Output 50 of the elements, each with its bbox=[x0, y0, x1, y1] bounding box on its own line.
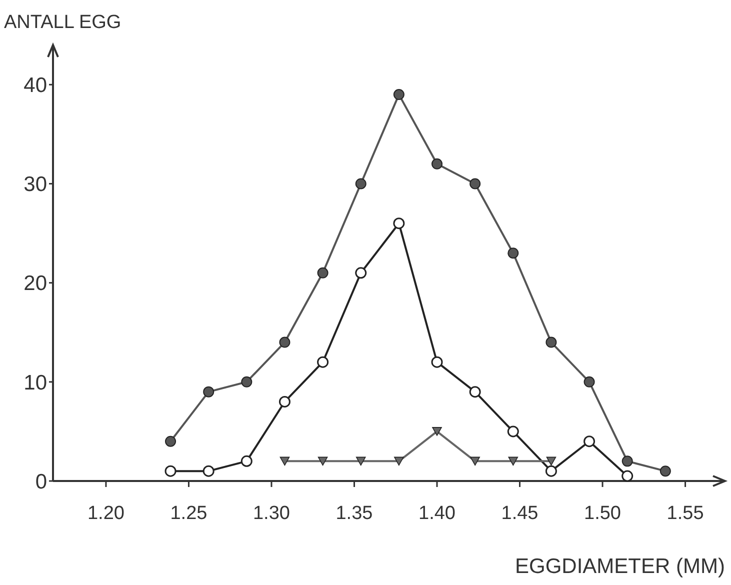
point bbox=[584, 376, 595, 388]
point bbox=[546, 336, 557, 348]
y-tick-label: 10 bbox=[24, 371, 47, 394]
point bbox=[278, 396, 290, 408]
point bbox=[240, 455, 252, 467]
point bbox=[317, 356, 329, 368]
point bbox=[280, 456, 290, 466]
x-tick-label: 1.25 bbox=[170, 503, 208, 524]
point bbox=[355, 178, 366, 190]
point bbox=[202, 465, 214, 477]
x-tick-label: 1.35 bbox=[336, 503, 373, 524]
point bbox=[432, 427, 442, 436]
x-tick-label: 1.30 bbox=[252, 503, 290, 524]
point bbox=[431, 356, 443, 368]
point bbox=[356, 456, 366, 466]
y-tick-label: 20 bbox=[24, 272, 47, 296]
point bbox=[355, 267, 367, 279]
x-tick-label: 1.20 bbox=[87, 503, 124, 524]
point bbox=[318, 456, 328, 466]
point bbox=[508, 248, 519, 259]
point bbox=[393, 218, 405, 230]
y-tick-label: 40 bbox=[24, 74, 47, 97]
point bbox=[622, 470, 634, 482]
x-tick-label: 1.50 bbox=[584, 503, 622, 524]
x-tick-label: 1.40 bbox=[418, 503, 456, 524]
point bbox=[545, 465, 557, 477]
x-axis-title: EGGDIAMETER (MM) bbox=[515, 555, 725, 578]
point bbox=[164, 465, 176, 477]
x-tick-label: 1.45 bbox=[501, 503, 538, 524]
point bbox=[317, 267, 328, 278]
point bbox=[469, 386, 481, 398]
point bbox=[622, 456, 633, 467]
point bbox=[470, 456, 480, 466]
point bbox=[203, 386, 214, 398]
point bbox=[660, 466, 671, 477]
point bbox=[279, 336, 290, 348]
point bbox=[241, 376, 252, 388]
y-tick-label: 30 bbox=[24, 173, 47, 196]
y-tick-label: 0 bbox=[35, 470, 47, 494]
y-axis-title: ANTALL EGG bbox=[4, 12, 122, 33]
point bbox=[394, 456, 404, 466]
point bbox=[432, 158, 442, 170]
point bbox=[507, 426, 519, 438]
point bbox=[508, 456, 518, 466]
point bbox=[165, 436, 176, 447]
point bbox=[546, 456, 556, 466]
point bbox=[470, 178, 481, 190]
x-tick-label: 1.55 bbox=[666, 503, 704, 524]
point bbox=[584, 436, 596, 448]
point bbox=[393, 89, 404, 100]
